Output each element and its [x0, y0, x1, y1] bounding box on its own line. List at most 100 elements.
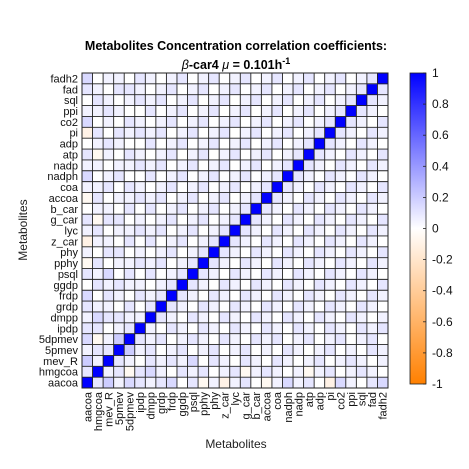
heatmap-cell-fad-fadh2: [377, 83, 389, 96]
heatmap-cell-psql-mev_R: [103, 268, 114, 280]
heatmap-cell-lyc-adp: [314, 225, 325, 237]
heatmap-cell-fad-frdp: [166, 83, 178, 96]
heatmap-cell-accoa-z_car: [219, 192, 231, 204]
heatmap-cell-atp-atp: [303, 149, 315, 161]
heatmap-cell-5pmev-atp: [303, 344, 315, 356]
heatmap-cell-mev_R-atp: [303, 355, 315, 367]
heatmap-cell-dmpp-psql: [187, 311, 199, 324]
heatmap-cell-grdp-pi: [324, 301, 336, 313]
heatmap-cell-frdp-ggdp: [176, 290, 188, 302]
heatmap-cell-phy-aacoa: [82, 246, 93, 258]
heatmap-cell-ppi-ggdp: [176, 105, 188, 117]
heatmap-cell-5pmev-g_car: [240, 344, 252, 356]
heatmap-cell-mev_R-fadh2: [377, 355, 389, 367]
heatmap-cell-frdp-coa: [271, 290, 283, 302]
heatmap-cell-ppi-lyc: [229, 105, 241, 117]
heatmap-cell-psql-coa: [271, 268, 283, 280]
heatmap-cell-phy-frdp: [166, 246, 178, 258]
heatmap-cell-fad-5dpmev: [124, 83, 136, 96]
heatmap-cell-ipdp-sql: [356, 322, 368, 334]
heatmap-cell-pphy-psql: [187, 257, 199, 269]
heatmap-cell-ppi-fadh2: [377, 105, 389, 117]
heatmap-cell-lyc-5dpmev: [124, 225, 136, 237]
heatmap-cell-z_car-5dpmev: [124, 235, 136, 248]
heatmap-cell-pphy-ggdp: [176, 257, 188, 269]
heatmap-cell-phy-psql: [187, 246, 199, 258]
heatmap-cell-psql-z_car: [219, 268, 231, 280]
heatmap-cell-mev_R-b_car: [250, 355, 262, 367]
heatmap-cell-ipdp-frdp: [166, 322, 178, 334]
heatmap-cell-g_car-pi: [324, 214, 336, 226]
heatmap-cell-ipdp-lyc: [229, 322, 241, 334]
heatmap-cell-aacoa-fad: [366, 377, 378, 389]
heatmap-cell-fad-ggdp: [176, 83, 188, 96]
y-tick-atp: atp: [63, 149, 78, 161]
heatmap-cell-hmgcoa-fad: [366, 366, 378, 378]
heatmap-cell-ppi-atp: [303, 105, 315, 117]
heatmap-cell-g_car-5dpmev: [124, 214, 136, 226]
heatmap-cell-nadp-mev_R: [103, 159, 114, 172]
heatmap-cell-dmpp-phy: [208, 311, 220, 324]
heatmap-cell-5pmev-nadph: [282, 344, 294, 356]
heatmap-cell-adp-lyc: [229, 138, 241, 150]
heatmap-cell-co2-fad: [366, 116, 378, 128]
heatmap-cell-5dpmev-z_car: [219, 333, 231, 345]
heatmap-cell-accoa-aacoa: [82, 192, 93, 204]
heatmap-cell-psql-sql: [356, 268, 368, 280]
heatmap-cell-pi-nadp: [293, 127, 304, 139]
heatmap-cell-ggdp-accoa: [261, 279, 273, 291]
heatmap-cell-fadh2-adp: [314, 73, 325, 85]
heatmap-cell-hmgcoa-pphy: [198, 366, 209, 378]
colorbar-tick-label: -1: [432, 377, 443, 391]
heatmap-cell-nadph-dmpp: [145, 170, 157, 182]
heatmap-cell-g_car-ggdp: [176, 214, 188, 226]
heatmap-cell-phy-adp: [314, 246, 325, 258]
heatmap-cell-coa-pphy: [198, 181, 209, 193]
heatmap-cell-b_car-g_car: [240, 203, 252, 215]
heatmap-cell-ggdp-fad: [366, 279, 378, 291]
heatmap-cell-ipdp-pphy: [198, 322, 209, 334]
heatmap-cell-pi-frdp: [166, 127, 178, 139]
heatmap-cell-lyc-lyc: [229, 225, 241, 237]
heatmap-cell-ppi-frdp: [166, 105, 178, 117]
heatmap-cell-frdp-ppi: [345, 290, 357, 302]
heatmap-cell-nadph-grdp: [155, 170, 167, 182]
x-tick-dmpp: dmpp: [146, 392, 158, 420]
heatmap-cell-aacoa-nadp: [293, 377, 304, 389]
heatmap-cell-ppi-nadp: [293, 105, 304, 117]
heatmap-cell-aacoa-fadh2: [377, 377, 389, 389]
heatmap-cell-5dpmev-nadp: [293, 333, 304, 345]
heatmap-cell-accoa-pphy: [198, 192, 209, 204]
heatmap-cell-frdp-fadh2: [377, 290, 389, 302]
heatmap-cell-nadp-pi: [324, 159, 336, 172]
colorbar-tick-label: 1: [432, 66, 439, 80]
heatmap-cell-accoa-lyc: [229, 192, 241, 204]
x-tick-fadh2: fadh2: [378, 392, 390, 420]
heatmap-cell-lyc-aacoa: [82, 225, 93, 237]
heatmap-cell-lyc-co2: [335, 225, 347, 237]
heatmap-cell-mev_R-nadp: [293, 355, 304, 367]
heatmap-cell-nadph-pphy: [198, 170, 209, 182]
heatmap-cell-co2-aacoa: [82, 116, 93, 128]
heatmap-cell-dmpp-ipdp: [134, 311, 146, 324]
heatmap-cell-sql-grdp: [155, 94, 167, 106]
heatmap-cell-5dpmev-5dpmev: [124, 333, 136, 345]
heatmap-cell-phy-ppi: [345, 246, 357, 258]
heatmap-cell-grdp-ggdp: [176, 301, 188, 313]
heatmap-cell-g_car-nadph: [282, 214, 294, 226]
heatmap-cell-z_car-fad: [366, 235, 378, 248]
heatmap-cell-z_car-frdp: [166, 235, 178, 248]
heatmap-cell-coa-adp: [314, 181, 325, 193]
heatmap-cell-pphy-adp: [314, 257, 325, 269]
heatmap-cell-ipdp-b_car: [250, 322, 262, 334]
heatmap-cell-accoa-sql: [356, 192, 368, 204]
heatmap-cell-grdp-hmgcoa: [92, 301, 104, 313]
heatmap-cell-coa-ipdp: [134, 181, 146, 193]
heatmap-cell-atp-hmgcoa: [92, 149, 104, 161]
heatmap-cell-coa-co2: [335, 181, 347, 193]
heatmap-cell-g_car-co2: [335, 214, 347, 226]
heatmap-cell-ggdp-frdp: [166, 279, 178, 291]
x-tick-lyc: lyc: [230, 392, 242, 406]
heatmap-cell-nadp-co2: [335, 159, 347, 172]
